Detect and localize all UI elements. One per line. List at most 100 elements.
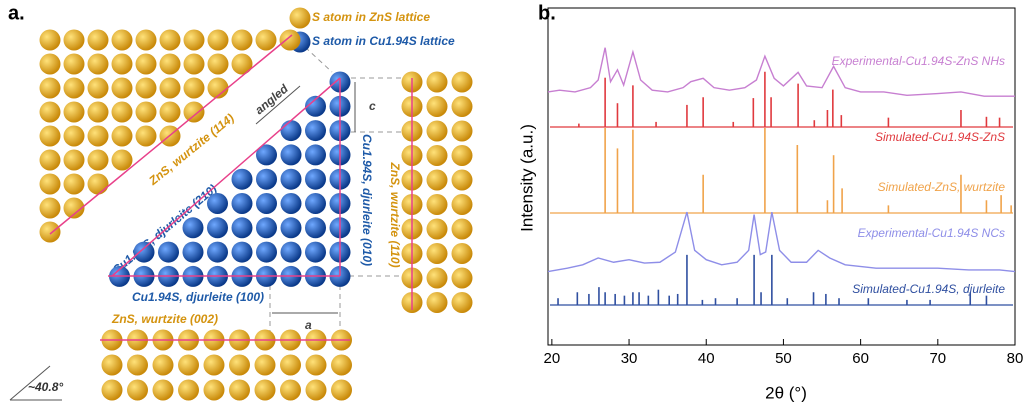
atom bbox=[87, 149, 109, 171]
legend-text: S atom in ZnS lattice bbox=[312, 10, 430, 24]
x-tick-label: 40 bbox=[698, 350, 715, 367]
atom bbox=[426, 96, 448, 117]
atom bbox=[207, 29, 229, 51]
atom bbox=[305, 144, 326, 166]
atom bbox=[451, 120, 473, 142]
atom bbox=[279, 29, 301, 51]
atom bbox=[451, 218, 473, 240]
atom bbox=[87, 29, 109, 51]
series-label: Simulated-ZnS, wurtzite bbox=[878, 180, 1006, 194]
brackets bbox=[9, 82, 356, 401]
atom bbox=[305, 120, 326, 142]
atom bbox=[178, 354, 199, 376]
atom bbox=[159, 53, 181, 75]
atom bbox=[231, 168, 253, 190]
atom bbox=[127, 354, 148, 376]
atom bbox=[451, 96, 473, 117]
atom bbox=[451, 194, 473, 215]
atom bbox=[305, 193, 326, 214]
atom bbox=[111, 53, 133, 75]
atom bbox=[63, 77, 85, 99]
atom bbox=[305, 379, 327, 401]
atom bbox=[426, 218, 448, 240]
atom bbox=[305, 354, 327, 376]
atom bbox=[182, 217, 204, 239]
panel-a: a. S atom in ZnS lattice S atom in Cu1.9… bbox=[8, 2, 473, 401]
atom bbox=[231, 241, 253, 263]
atom bbox=[39, 221, 61, 243]
atom bbox=[39, 125, 61, 147]
plane-label: ZnS, wurtzite (114) bbox=[145, 111, 236, 189]
atom bbox=[39, 77, 61, 99]
legend-text: S atom in Cu1.94S lattice bbox=[312, 34, 455, 48]
plane-line bbox=[111, 77, 341, 277]
atom bbox=[426, 145, 448, 166]
atom bbox=[451, 71, 473, 93]
atom bbox=[183, 101, 205, 123]
atom bbox=[231, 53, 253, 75]
atom bbox=[280, 144, 302, 166]
series-label: Experimental-Cu1.94S NCs bbox=[858, 226, 1005, 240]
plane-line bbox=[49, 34, 293, 235]
atom bbox=[231, 29, 253, 51]
atom bbox=[426, 120, 448, 142]
atom bbox=[39, 197, 61, 219]
atom bbox=[280, 379, 301, 401]
atom bbox=[305, 241, 326, 263]
atom bbox=[159, 101, 181, 123]
annotation: ~40.8° bbox=[28, 380, 63, 394]
atom bbox=[451, 267, 473, 289]
atom bbox=[426, 267, 448, 289]
atom bbox=[111, 125, 133, 147]
x-tick-label: 80 bbox=[1007, 350, 1023, 367]
atom bbox=[158, 241, 179, 263]
atom bbox=[426, 292, 448, 313]
atom bbox=[87, 101, 109, 123]
atom bbox=[207, 193, 228, 214]
atom bbox=[231, 193, 253, 214]
atom bbox=[256, 168, 277, 190]
atom bbox=[63, 29, 85, 51]
pattern-line bbox=[547, 211, 1016, 273]
atom bbox=[289, 7, 311, 29]
atom bbox=[331, 379, 352, 401]
panel-label: a. bbox=[8, 2, 25, 24]
atom bbox=[63, 197, 85, 219]
atom bbox=[280, 193, 302, 214]
x-tick-label: 60 bbox=[852, 350, 869, 367]
series-label: Experimental-Cu1.94S-ZnS NHs bbox=[832, 54, 1005, 68]
atom bbox=[203, 354, 225, 376]
x-axis-label: 2θ (°) bbox=[765, 383, 807, 402]
atom bbox=[231, 217, 253, 239]
atom bbox=[256, 193, 277, 214]
atom bbox=[183, 53, 205, 75]
atom bbox=[152, 354, 174, 376]
x-tick-label: 20 bbox=[544, 350, 561, 367]
atom bbox=[63, 149, 85, 171]
atom bbox=[426, 243, 448, 264]
atom bbox=[63, 53, 85, 75]
atom bbox=[254, 354, 276, 376]
atom bbox=[39, 173, 61, 195]
atom bbox=[182, 241, 204, 263]
atom bbox=[183, 29, 205, 51]
atom bbox=[63, 125, 85, 147]
atom bbox=[183, 77, 205, 99]
atom bbox=[426, 169, 448, 191]
atom bbox=[101, 354, 123, 376]
atom bbox=[256, 144, 277, 166]
atom bbox=[87, 125, 109, 147]
atom bbox=[207, 241, 228, 263]
atom bbox=[127, 379, 148, 401]
atom bbox=[63, 173, 85, 195]
atom bbox=[159, 29, 181, 51]
plot-frame bbox=[547, 7, 1016, 346]
atom bbox=[111, 29, 133, 51]
atom bbox=[451, 243, 473, 264]
atom bbox=[207, 77, 229, 99]
atom bbox=[229, 379, 250, 401]
atom bbox=[305, 217, 326, 239]
atom bbox=[331, 354, 352, 376]
atom bbox=[39, 53, 61, 75]
atom bbox=[178, 379, 199, 401]
